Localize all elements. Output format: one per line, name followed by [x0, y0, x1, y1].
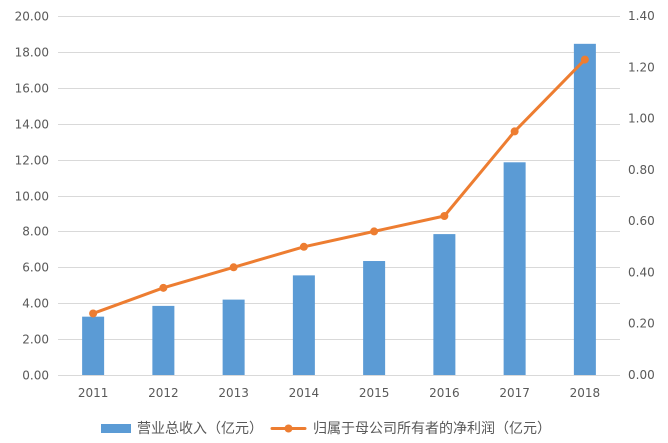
- y-right-tick-label: 1.20: [628, 60, 655, 74]
- y-right-tick-label: 0.60: [628, 214, 655, 228]
- legend-label-revenue: 营业总收入（亿元）: [137, 421, 263, 437]
- legend-key-marker: [284, 424, 293, 433]
- y-right-tick-label: 0.00: [628, 368, 655, 382]
- y-left-tick-label: 4.00: [22, 297, 49, 311]
- legend: 营业总收入（亿元） 归属于母公司所有者的净利润（亿元）: [101, 420, 551, 437]
- y-right-tick-label: 1.00: [628, 112, 655, 126]
- bar-2015: [363, 261, 386, 375]
- y-left-tick-label: 16.00: [15, 82, 49, 96]
- y-right-tick-label: 1.40: [628, 9, 655, 23]
- bar-series-revenue: [82, 43, 596, 375]
- x-tick-label: 2012: [148, 386, 179, 400]
- gridlines: [58, 16, 620, 376]
- line-point-2015: [370, 227, 379, 236]
- legend-item-revenue: 营业总收入（亿元）: [101, 421, 263, 437]
- y-left-tick-label: 18.00: [15, 46, 49, 60]
- x-tick-label: 2013: [218, 386, 249, 400]
- line-point-2012: [159, 283, 168, 292]
- bar-2014: [292, 275, 315, 375]
- bar-2017: [503, 162, 526, 375]
- y-axis-left: 0.00 2.00 4.00 6.00 8.00 10.00 12.00 14.00 16.00…: [15, 10, 49, 383]
- y-left-tick-label: 20.00: [15, 10, 49, 24]
- bar-2012: [152, 305, 175, 375]
- x-axis: 2011 2012 2013 2014 2015 2016 2017 2018: [78, 386, 600, 400]
- y-left-tick-label: 0.00: [22, 369, 49, 383]
- y-left-tick-label: 6.00: [22, 261, 49, 275]
- y-left-tick-label: 2.00: [22, 333, 49, 347]
- line-point-2011: [89, 309, 98, 318]
- legend-label-net-profit: 归属于母公司所有者的净利润（亿元）: [313, 420, 551, 437]
- x-tick-label: 2016: [429, 386, 460, 400]
- bar-2018: [573, 43, 596, 375]
- x-tick-label: 2011: [78, 386, 109, 400]
- x-tick-label: 2017: [499, 386, 530, 400]
- line-point-2018: [580, 55, 589, 64]
- legend-key-bar: [101, 424, 131, 433]
- y-left-tick-label: 8.00: [22, 225, 49, 239]
- y-axis-right: 0.00 0.20 0.40 0.60 0.80 1.00 1.20 1.40: [628, 9, 655, 382]
- line-point-2014: [299, 242, 308, 251]
- y-left-tick-label: 12.00: [15, 154, 49, 168]
- bar-2016: [433, 234, 456, 375]
- y-right-tick-label: 0.80: [628, 163, 655, 177]
- legend-item-net-profit: 归属于母公司所有者的净利润（亿元）: [270, 420, 551, 437]
- y-right-tick-label: 0.20: [628, 317, 655, 331]
- x-tick-label: 2015: [359, 386, 390, 400]
- line-point-2013: [229, 263, 238, 272]
- y-right-tick-label: 0.40: [628, 265, 655, 279]
- bar-2011: [82, 316, 105, 375]
- x-tick-label: 2014: [289, 386, 320, 400]
- bar-2013: [222, 299, 245, 375]
- x-tick-label: 2018: [570, 386, 601, 400]
- y-left-tick-label: 10.00: [15, 190, 49, 204]
- net-profit-line: [91, 58, 587, 315]
- line-point-2016: [440, 212, 449, 221]
- line-series-net-profit: [89, 55, 589, 318]
- y-left-tick-label: 14.00: [15, 118, 49, 132]
- line-point-2017: [510, 127, 519, 136]
